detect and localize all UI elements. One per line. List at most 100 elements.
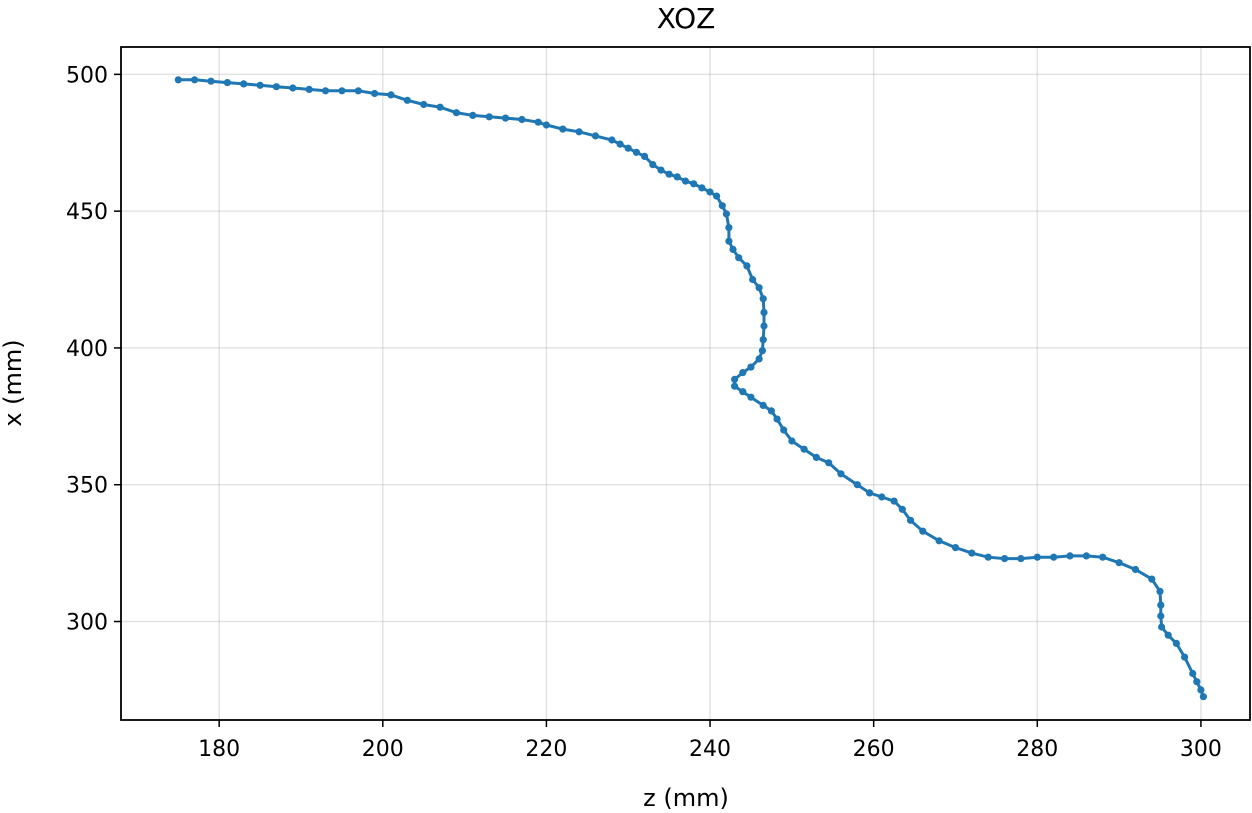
data-point [725,237,733,245]
data-point [1082,552,1090,560]
data-point [749,275,757,284]
x-tick-label: 260 [853,737,895,762]
series-points [174,76,1207,701]
data-point [1148,575,1156,583]
data-point [898,505,906,513]
data-point [1199,693,1207,701]
data-point [812,453,821,461]
data-point [657,166,665,174]
x-tick-label: 200 [362,737,404,762]
data-point [207,77,215,85]
data-point [718,202,726,210]
data-point [747,363,755,371]
data-point [837,470,845,478]
data-point [673,173,681,181]
data-point [866,489,874,497]
x-tick-label: 220 [525,737,567,762]
data-point [420,100,428,109]
data-point [1001,555,1009,563]
data-point [853,481,861,489]
data-point [240,80,248,88]
data-point [624,144,632,152]
data-point [256,81,264,89]
data-point [731,375,739,383]
data-point [906,516,915,524]
data-point [698,184,706,192]
data-point [759,401,767,409]
data-point [729,245,737,253]
data-point [501,114,510,122]
data-point [616,140,624,148]
data-point [725,224,733,232]
data-point [735,254,743,262]
x-tick-label: 280 [1016,737,1058,762]
x-tick-label: 300 [1180,737,1222,762]
data-point [935,537,943,545]
data-point [403,96,411,104]
data-point [800,445,808,453]
data-point [773,415,781,423]
data-point [780,426,788,434]
data-point [371,89,379,98]
data-point [1099,553,1107,561]
data-point [485,113,493,121]
data-point [825,459,833,467]
plot-frame [120,46,1251,721]
data-point [759,336,767,344]
data-point [1033,553,1041,561]
y-tick-label: 500 [66,63,108,88]
data-point [1164,631,1172,639]
series-xoz [174,76,1207,701]
data-point [354,87,362,95]
data-point [289,84,297,92]
data-point [542,121,551,129]
data-point [739,369,747,377]
data-point [747,393,755,401]
data-point [591,132,600,140]
data-point [760,308,768,316]
data-point [706,188,714,196]
x-tick-label: 240 [689,737,731,762]
x-axis-label: z (mm) [643,784,729,812]
y-tick-label: 400 [66,337,108,362]
y-tick-label: 350 [66,474,108,499]
data-point [739,388,747,396]
y-tick-label: 300 [66,611,108,636]
data-point [722,210,731,218]
data-point [1157,601,1165,609]
data-point [174,76,182,84]
data-point [191,76,199,84]
series-line [178,78,1205,698]
x-tick-label: 180 [198,737,240,762]
data-point [305,85,313,93]
y-tick-label: 450 [66,200,108,225]
y-axis-ticks: 300 350 400 450 500 [66,63,121,636]
data-point [641,152,649,160]
data-point [1158,623,1166,631]
data-point [758,347,767,355]
data-point [272,83,280,91]
data-point [1017,555,1025,563]
data-point [575,128,583,136]
data-point [1156,587,1164,596]
data-point [731,382,739,390]
data-point [1115,559,1123,567]
data-point [559,125,567,133]
data-point [608,136,616,144]
data-point [1157,612,1165,620]
data-point [1172,639,1180,648]
data-point [878,493,886,501]
data-point [919,527,927,535]
data-point [321,87,330,95]
data-point [1131,565,1140,574]
data-point [743,262,751,270]
data-point [1050,553,1058,561]
data-point [755,284,763,292]
data-point [690,180,698,188]
data-point [759,295,767,303]
data-point [1066,552,1074,560]
data-point [223,79,231,87]
data-point [469,111,477,119]
data-point [649,161,657,169]
x-axis-ticks: 180 200 220 240 260 280 300 [198,720,1222,762]
